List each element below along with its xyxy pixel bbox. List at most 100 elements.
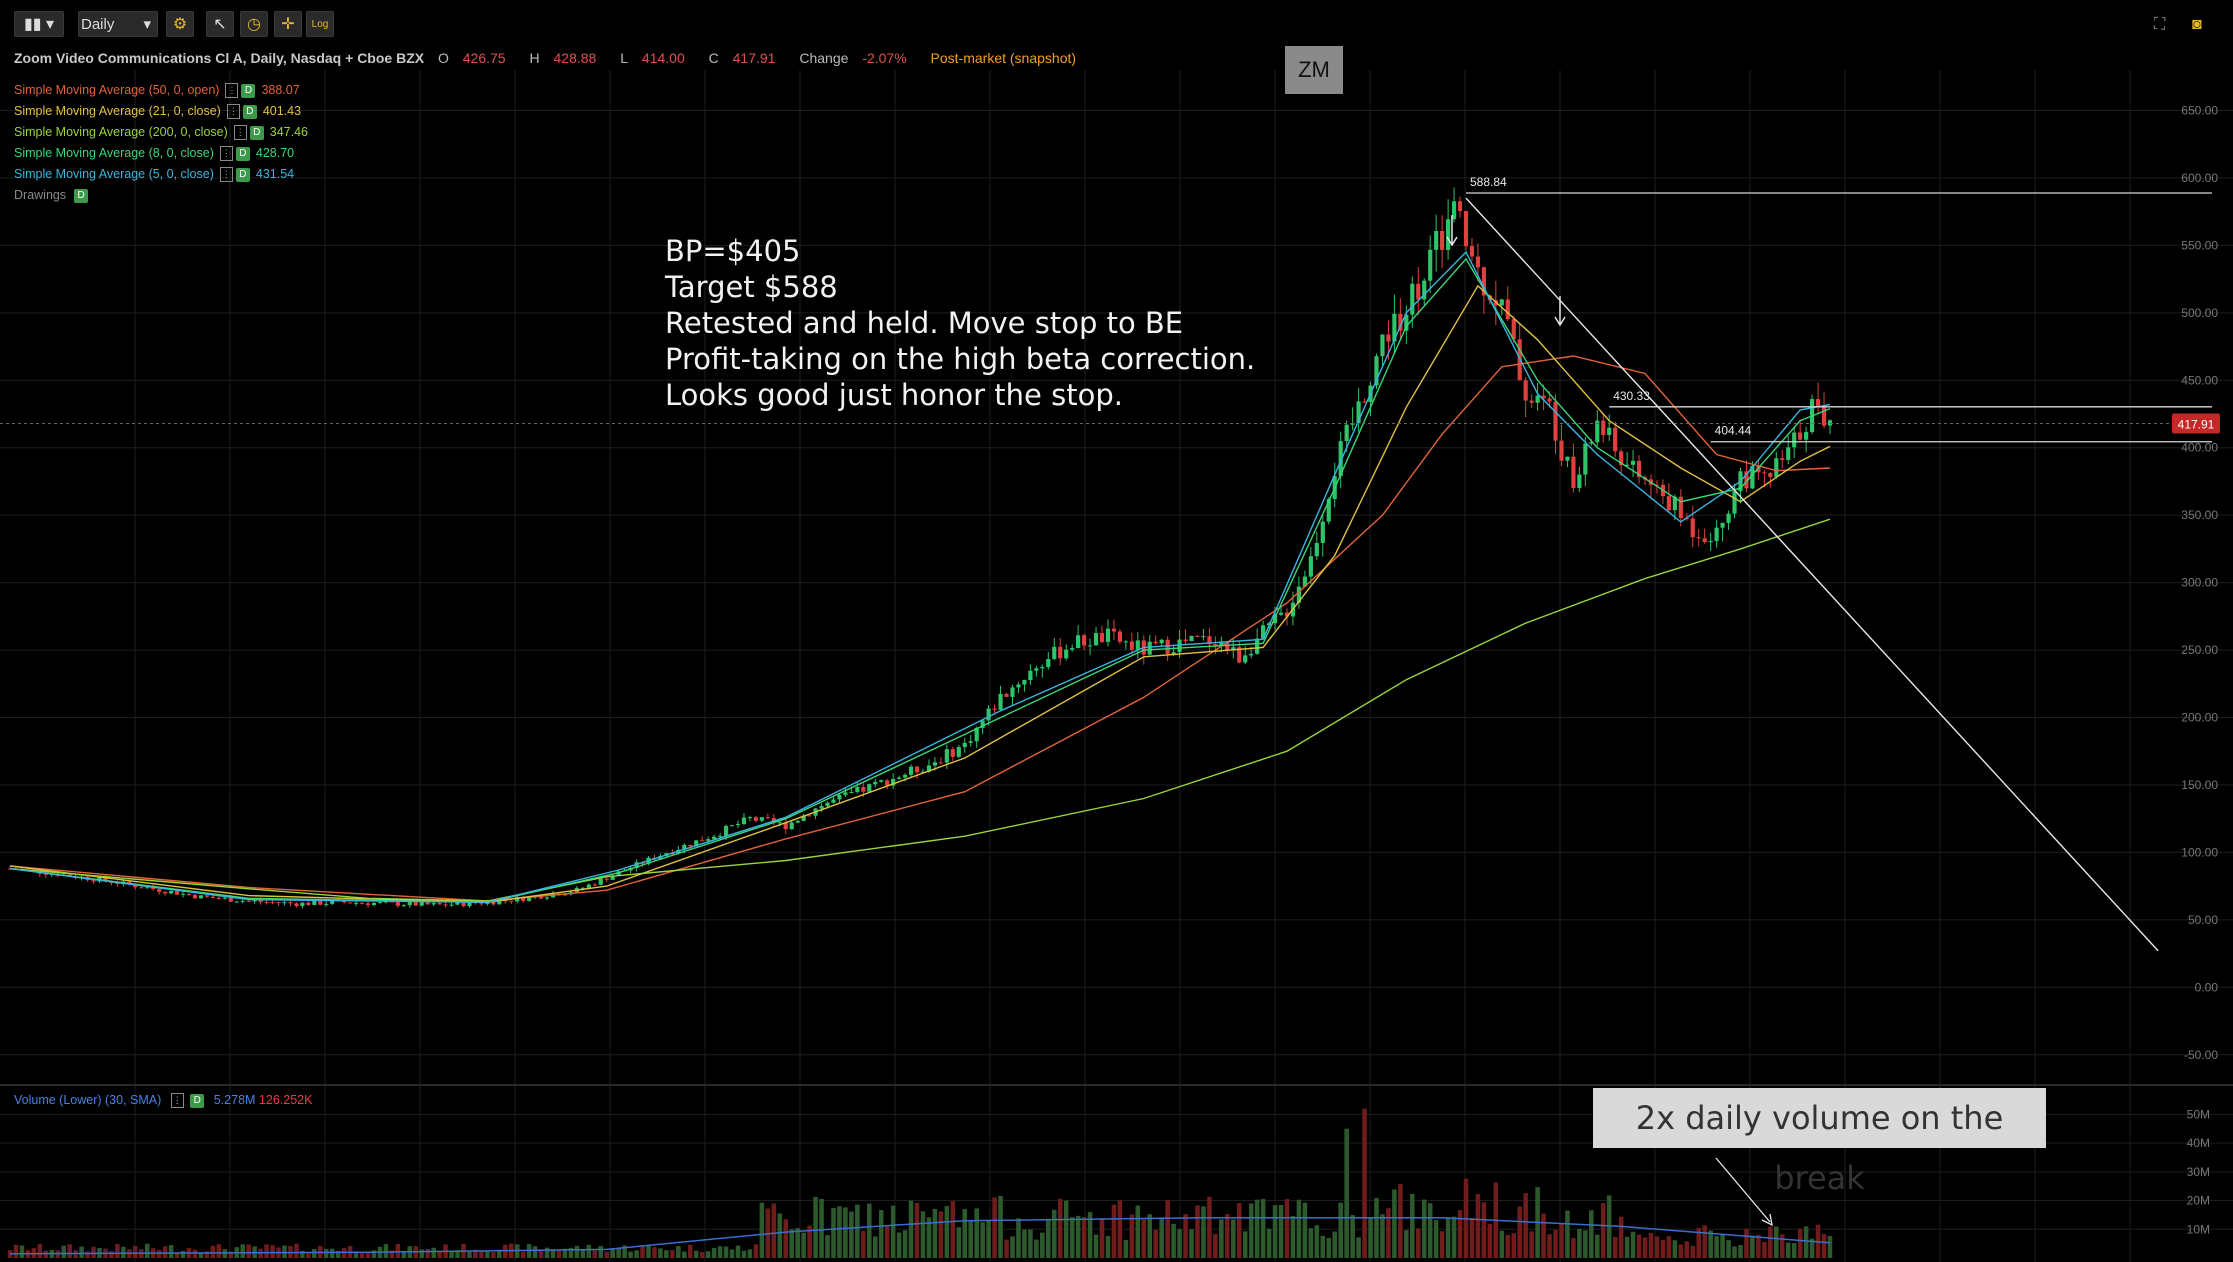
study-config-icon[interactable]: ⋮ [170,1093,184,1109]
current-price-tag [2172,413,2220,434]
gear-icon[interactable]: ⚙ [166,11,194,37]
candle-body [1559,440,1564,461]
toolbar: ▮▮ ▾ Daily ▾ ⚙ ↖ ◷ ✛ Log ⛶ ◙ [0,0,2233,48]
candle-body [735,824,741,826]
candle-body [789,822,794,830]
candle-body [891,778,896,786]
study-config-icon[interactable]: ⋮ [225,83,239,99]
chart-overlay: 417.91 [0,197,2220,1227]
candle-body [145,887,150,889]
candle-body [1356,401,1361,424]
volume-bar [1600,1203,1606,1258]
price-tick-label: 300.00 [2181,576,2218,590]
candle-body [479,903,484,905]
volume-bar [216,1244,222,1258]
volume-bar [1421,1199,1427,1258]
volume-bar [1720,1234,1725,1258]
volume-bar [998,1195,1003,1258]
crosshair-icon[interactable]: ✛ [274,11,302,37]
volume-bar [1272,1205,1278,1258]
volume-bar [622,1245,627,1258]
candle-body [867,784,872,792]
volume-bar [1159,1217,1164,1258]
price-tick-label: 550.00 [2181,238,2218,252]
volume-bar [1290,1216,1296,1258]
sma-lines [9,250,1831,904]
candle-body [1082,635,1087,646]
price-tick-label: 350.00 [2181,508,2218,522]
volume-bar [1380,1214,1385,1258]
volume-bar [1004,1239,1009,1258]
study-badge[interactable]: D [242,104,257,119]
candlestick-icon[interactable]: ▮▮ ▾ [14,11,64,37]
level-label: 430.33 [1613,389,1650,403]
candle-body [288,902,293,904]
volume-bar [1332,1231,1337,1258]
candle-body [920,771,926,773]
study-badge[interactable]: D [235,167,250,182]
study-value: 388.07 [261,83,300,98]
study-badge[interactable]: D [74,188,89,203]
volume-bar [479,1250,484,1258]
trade-note: BP=$405 Target $588 Retested and held. Mov… [665,233,1255,413]
volume-bar [920,1211,926,1258]
price-tick-label: 500.00 [2181,306,2218,320]
volume-bar [747,1249,753,1258]
study-config-icon[interactable]: ⋮ [233,125,247,141]
candle-body [962,742,967,748]
volume-bar [1081,1216,1087,1258]
study-badge[interactable]: D [241,83,256,98]
volume-bar [1821,1234,1827,1258]
study-config-icon[interactable]: ⋮ [226,104,240,120]
candle-body [1541,395,1546,399]
volume-bar [938,1211,944,1258]
candle-body [371,902,377,906]
note-line: Looks good just honor the stop. [665,378,1123,412]
study-config-icon[interactable]: ⋮ [219,167,233,183]
log-scale-button[interactable]: Log [306,11,334,37]
candle-body [1255,638,1260,654]
candle-body [1338,441,1343,477]
volume-bar [1779,1234,1785,1258]
volume-bar [962,1208,968,1258]
annotation-arrow-head [1446,236,1458,247]
volume-bar [1087,1211,1093,1258]
candle-body [264,901,269,903]
volume-bar [1219,1219,1224,1258]
candle-body [210,896,215,899]
volume-bar [1571,1238,1576,1258]
candle-body [968,741,973,743]
volume-bar [13,1244,19,1258]
volume-bar [574,1245,580,1258]
candle-body [1654,484,1660,486]
candle-body [449,904,454,906]
candle-body [186,893,192,895]
volume-bar [1171,1223,1176,1258]
volume-bar [723,1246,729,1258]
period-select[interactable]: Daily ▾ [78,11,158,37]
price-tick-label: -50.00 [2184,1048,2218,1062]
volume-bar [628,1251,633,1258]
volume-bar [914,1202,920,1258]
study-badge[interactable]: D [235,146,250,161]
volume-bar [538,1249,544,1258]
volume-bar [1201,1206,1206,1258]
study-value: 431.54 [255,167,295,182]
volume-bar [1475,1193,1481,1258]
volume-bar [1487,1224,1493,1258]
volume-bar [1577,1228,1582,1258]
candle-body [914,766,920,773]
fullscreen-icon[interactable]: ⛶ [2154,16,2166,33]
clock-icon[interactable]: ◷ [240,11,268,37]
camera-icon[interactable]: ◙ [2192,16,2202,33]
candle-body [1565,456,1570,461]
study-badge[interactable]: D [190,1093,205,1108]
volume-bar [795,1228,800,1258]
volume-bar [1750,1235,1755,1258]
pointer-icon[interactable]: ↖ [206,11,234,37]
candle-body [729,825,735,827]
study-config-icon[interactable]: ⋮ [219,146,233,162]
volume-bar [652,1247,657,1258]
study-badge[interactable]: D [249,125,264,140]
